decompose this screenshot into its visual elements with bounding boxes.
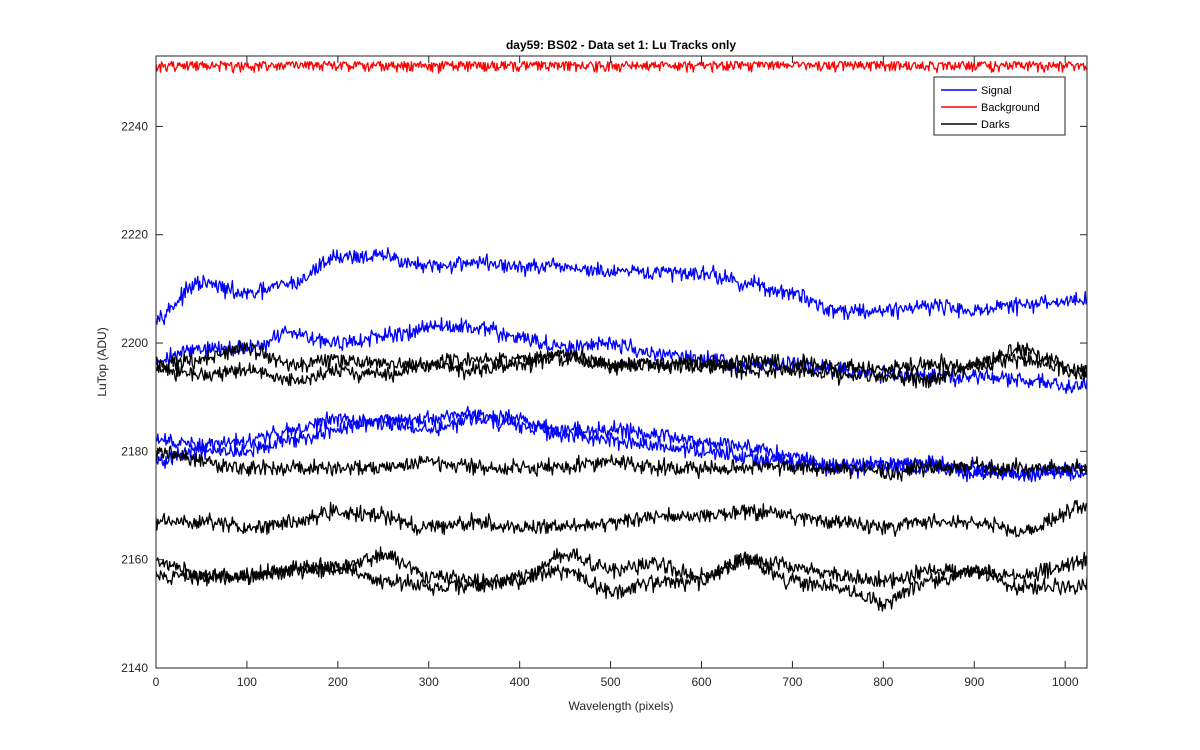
plot-area: 0 100 200 300 400 500 600 700 800 900 1000 2140 2160…: [121, 55, 1088, 689]
series-line-signal: [156, 405, 1087, 483]
series-line-darks: [156, 499, 1087, 538]
chart-title: day59: BS02 - Data set 1: Lu Tracks only: [506, 38, 736, 52]
x-axis-label: Wavelength (pixels): [569, 699, 674, 713]
x-tick-label: 500: [601, 675, 621, 689]
series-line-darks: [156, 339, 1087, 380]
legend-label-darks: Darks: [981, 119, 1010, 131]
x-tick-label: 700: [782, 675, 802, 689]
x-tick-label: 800: [873, 675, 893, 689]
y-tick-label: 2240: [121, 119, 148, 133]
plot-box: [155, 55, 1088, 669]
y-axis-label: LuTop (ADU): [95, 327, 109, 396]
legend-box: [933, 76, 1066, 136]
series-line-background: [156, 60, 1087, 74]
y-tick-label: 2180: [121, 444, 148, 458]
x-tick-label: 0: [153, 675, 160, 689]
y-tick-label: 2200: [121, 336, 148, 350]
x-tick-label: 900: [964, 675, 984, 689]
series-line-darks: [156, 546, 1087, 591]
x-tick-label: 1000: [1052, 675, 1079, 689]
series-line-darks: [156, 341, 1087, 389]
ticks-layer: 0 100 200 300 400 500 600 700 800 900 1000 2140 2160…: [121, 56, 1087, 689]
x-tick-label: 100: [237, 675, 257, 689]
series-line-signal: [156, 409, 1087, 483]
x-tick-label: 400: [510, 675, 530, 689]
y-tick-label: 2140: [121, 661, 148, 675]
legend-label-signal: Signal: [981, 85, 1012, 97]
series-layer: [156, 60, 1087, 612]
legend-label-background: Background: [981, 102, 1040, 114]
y-tick-label: 2160: [121, 553, 148, 567]
y-tick-label: 2220: [121, 228, 148, 242]
x-tick-label: 200: [328, 675, 348, 689]
x-tick-label: 300: [419, 675, 439, 689]
series-line-darks: [156, 445, 1087, 482]
x-tick-label: 600: [691, 675, 711, 689]
series-line-signal: [156, 247, 1087, 326]
legend: Signal Background Darks: [933, 76, 1066, 136]
series-line-darks: [156, 551, 1087, 612]
